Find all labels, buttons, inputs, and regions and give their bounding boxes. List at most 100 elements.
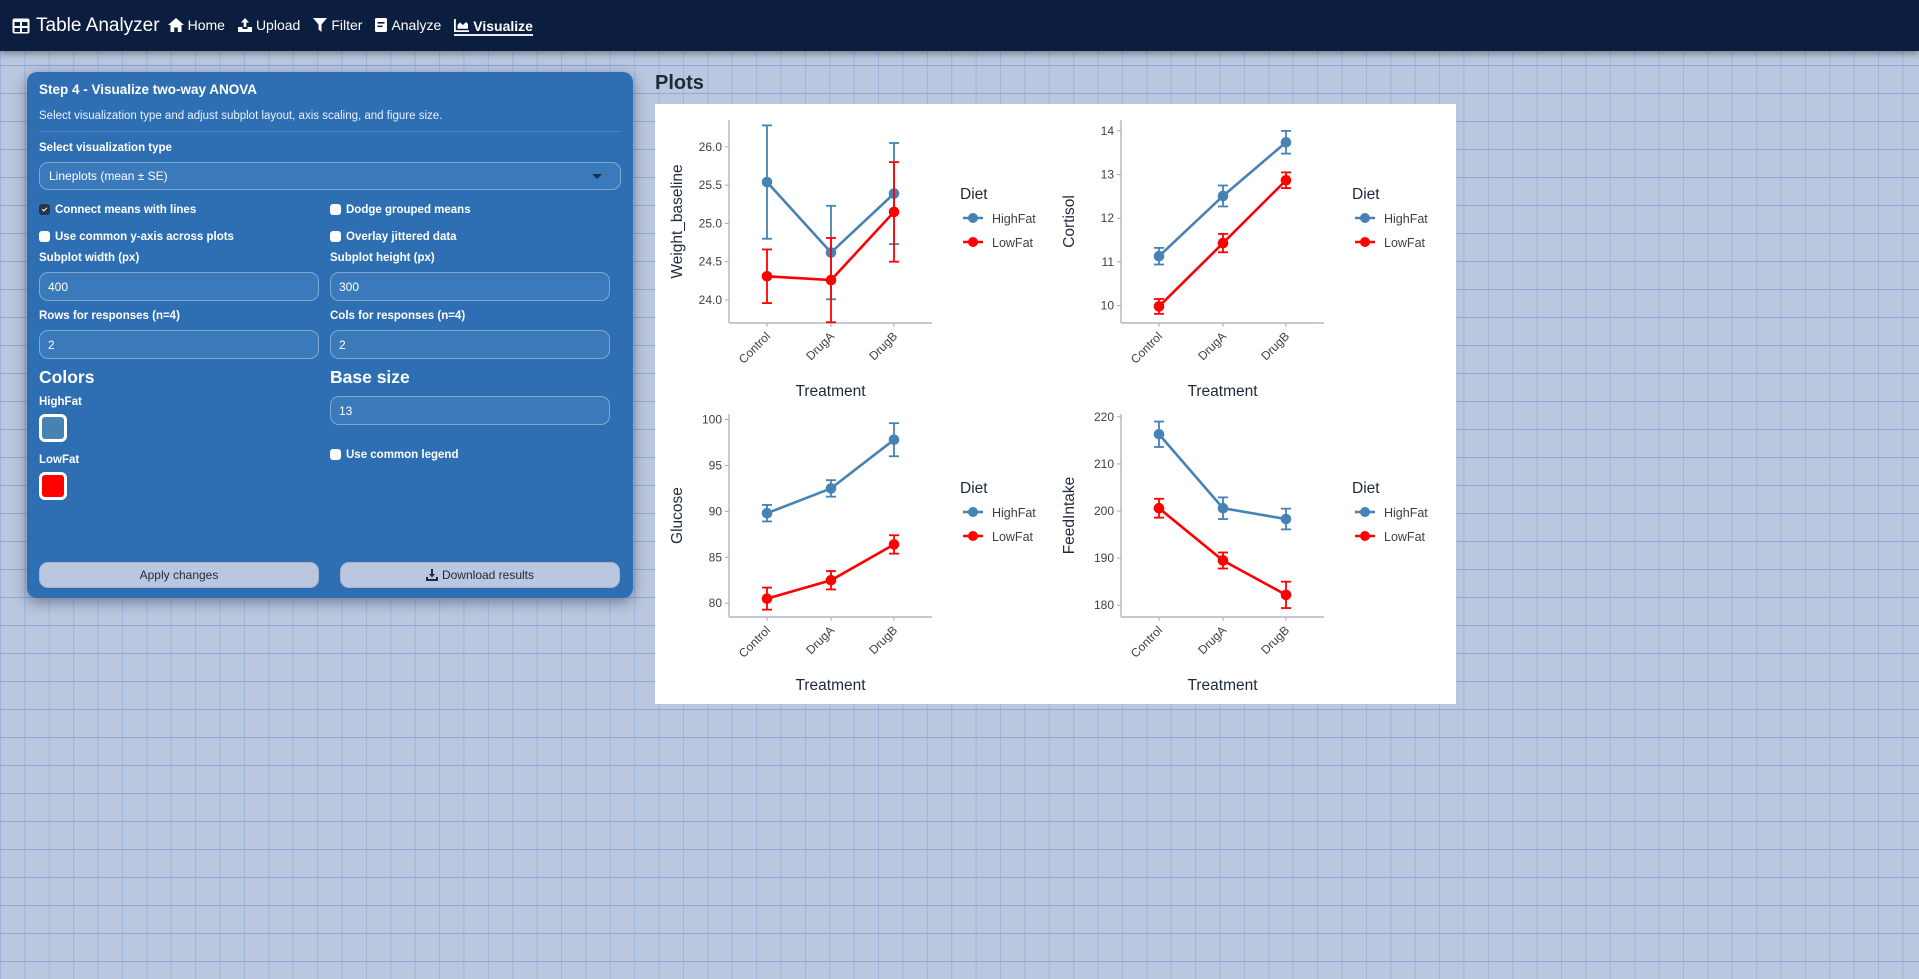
rows-value: 2 bbox=[48, 337, 55, 352]
svg-text:LowFat: LowFat bbox=[1384, 530, 1426, 544]
cols-input[interactable]: 2 bbox=[330, 330, 610, 359]
svg-text:HighFat: HighFat bbox=[1384, 212, 1428, 226]
brand-name: Table Analyzer bbox=[36, 14, 160, 36]
svg-text:Diet: Diet bbox=[960, 186, 988, 203]
base-size-heading: Base size bbox=[330, 367, 410, 387]
svg-text:80: 80 bbox=[709, 596, 723, 610]
anova-lineplots: 24.0 24.5 25.0 25.5 26.0 Control DrugA DrugB Tre… bbox=[669, 120, 1428, 694]
plots-title: Plots bbox=[655, 72, 704, 94]
svg-text:210: 210 bbox=[1094, 457, 1114, 471]
nav-filter[interactable]: Filter bbox=[313, 17, 362, 34]
svg-text:13: 13 bbox=[1101, 168, 1115, 182]
chart-area-icon bbox=[454, 19, 470, 32]
nav-filter-label: Filter bbox=[331, 17, 363, 33]
nav-upload[interactable]: Upload bbox=[237, 17, 300, 34]
viz-type-select[interactable]: Lineplots (mean ± SE) bbox=[39, 162, 621, 190]
legend: Diet HighFat LowFat bbox=[1352, 186, 1428, 250]
svg-text:Treatment: Treatment bbox=[795, 677, 866, 694]
highfat-color-label: HighFat bbox=[39, 396, 82, 408]
checkbox-icon[interactable] bbox=[330, 449, 341, 460]
svg-text:Diet: Diet bbox=[960, 480, 988, 497]
subplot-height-input[interactable]: 300 bbox=[330, 272, 610, 301]
svg-text:14: 14 bbox=[1101, 124, 1115, 138]
lowfat-color-picker[interactable] bbox=[39, 472, 67, 500]
svg-text:DrugB: DrugB bbox=[1258, 329, 1292, 363]
nav-visualize[interactable]: Visualize bbox=[454, 18, 533, 36]
nav-analyze[interactable]: Analyze bbox=[375, 17, 441, 34]
connect-means-checkbox[interactable]: Connect means with lines bbox=[39, 196, 330, 223]
highfat-color-picker[interactable] bbox=[39, 414, 67, 442]
divider bbox=[39, 131, 621, 132]
rows-label: Rows for responses (n=4) bbox=[39, 310, 180, 322]
common-legend-checkbox[interactable]: Use common legend bbox=[330, 441, 621, 468]
checkbox-icon[interactable] bbox=[330, 231, 341, 242]
dodge-means-label: Dodge grouped means bbox=[346, 203, 471, 216]
svg-text:HighFat: HighFat bbox=[992, 212, 1036, 226]
lowfat-color-label: LowFat bbox=[39, 454, 80, 466]
filter-icon bbox=[313, 18, 328, 32]
subplot-width-label: Subplot width (px) bbox=[39, 252, 140, 264]
svg-text:24.0: 24.0 bbox=[699, 293, 723, 307]
upload-icon bbox=[237, 18, 252, 32]
analyze-icon bbox=[375, 18, 388, 32]
legend: Diet HighFat LowFat bbox=[1352, 480, 1428, 544]
rows-input[interactable]: 2 bbox=[39, 330, 319, 359]
subplot-width-input[interactable]: 400 bbox=[39, 272, 319, 301]
subplot-height-label: Subplot height (px) bbox=[330, 252, 435, 264]
viz-type-label: Select visualization type bbox=[39, 142, 172, 154]
svg-text:180: 180 bbox=[1094, 598, 1114, 612]
svg-text:11: 11 bbox=[1102, 255, 1115, 269]
dodge-means-checkbox[interactable]: Dodge grouped means bbox=[330, 196, 621, 223]
overlay-jitter-checkbox[interactable]: Overlay jittered data bbox=[330, 223, 621, 250]
svg-text:DrugA: DrugA bbox=[1195, 329, 1229, 363]
svg-text:LowFat: LowFat bbox=[1384, 236, 1426, 250]
download-results-button[interactable]: Download results bbox=[340, 562, 620, 588]
svg-text:Treatment: Treatment bbox=[795, 383, 866, 400]
svg-text:25.5: 25.5 bbox=[699, 178, 723, 192]
svg-text:85: 85 bbox=[709, 550, 723, 564]
navbar: Table Analyzer Home Upload Filter Analyz… bbox=[0, 0, 1919, 51]
base-size-value: 13 bbox=[339, 403, 353, 418]
apply-changes-button[interactable]: Apply changes bbox=[39, 562, 319, 588]
svg-text:Control: Control bbox=[1128, 329, 1165, 366]
checkbox-checked-icon[interactable] bbox=[39, 204, 50, 215]
common-y-label: Use common y-axis across plots bbox=[55, 230, 234, 243]
base-size-input[interactable]: 13 bbox=[330, 396, 610, 425]
subplot-width-value: 400 bbox=[48, 279, 69, 294]
svg-text:220: 220 bbox=[1094, 410, 1114, 424]
caret-down-icon bbox=[592, 174, 602, 179]
nav-home[interactable]: Home bbox=[167, 17, 225, 34]
plots-figure: 24.0 24.5 25.0 25.5 26.0 Control DrugA DrugB Tre… bbox=[655, 104, 1456, 704]
overlay-jitter-label: Overlay jittered data bbox=[346, 230, 457, 243]
svg-text:12: 12 bbox=[1101, 211, 1115, 225]
cols-value: 2 bbox=[339, 337, 346, 352]
svg-text:Treatment: Treatment bbox=[1187, 383, 1258, 400]
cols-label: Cols for responses (n=4) bbox=[330, 310, 466, 322]
common-y-checkbox[interactable]: Use common y-axis across plots bbox=[39, 223, 330, 250]
svg-text:Cortisol: Cortisol bbox=[1061, 195, 1078, 248]
svg-text:DrugA: DrugA bbox=[803, 329, 837, 363]
svg-text:Control: Control bbox=[1128, 623, 1165, 660]
checkbox-icon[interactable] bbox=[330, 204, 341, 215]
legend: Diet HighFat LowFat bbox=[960, 480, 1036, 544]
panel-title: Step 4 - Visualize two-way ANOVA bbox=[39, 82, 258, 97]
checkbox-icon[interactable] bbox=[39, 231, 50, 242]
home-icon bbox=[167, 18, 184, 32]
svg-text:DrugB: DrugB bbox=[866, 623, 900, 657]
svg-text:Glucose: Glucose bbox=[669, 487, 686, 544]
svg-text:190: 190 bbox=[1094, 551, 1114, 565]
svg-text:LowFat: LowFat bbox=[992, 530, 1034, 544]
svg-text:95: 95 bbox=[709, 458, 723, 472]
svg-text:100: 100 bbox=[702, 413, 722, 427]
svg-text:Control: Control bbox=[736, 623, 773, 660]
svg-text:HighFat: HighFat bbox=[992, 506, 1036, 520]
visualize-settings-panel: Step 4 - Visualize two-way ANOVA Select … bbox=[27, 72, 633, 598]
nav-home-label: Home bbox=[187, 17, 225, 33]
svg-text:10: 10 bbox=[1101, 299, 1115, 313]
subplot-weight_baseline: 24.0 24.5 25.0 25.5 26.0 Control DrugA DrugB Tre… bbox=[669, 120, 1036, 400]
download-results-label: Download results bbox=[441, 568, 535, 582]
brand[interactable]: Table Analyzer bbox=[12, 15, 160, 37]
svg-text:Treatment: Treatment bbox=[1187, 677, 1258, 694]
subplot-glucose: 80 85 90 95 100 Control DrugA DrugB Treatment Glu… bbox=[669, 413, 1036, 694]
svg-text:24.5: 24.5 bbox=[699, 255, 723, 269]
